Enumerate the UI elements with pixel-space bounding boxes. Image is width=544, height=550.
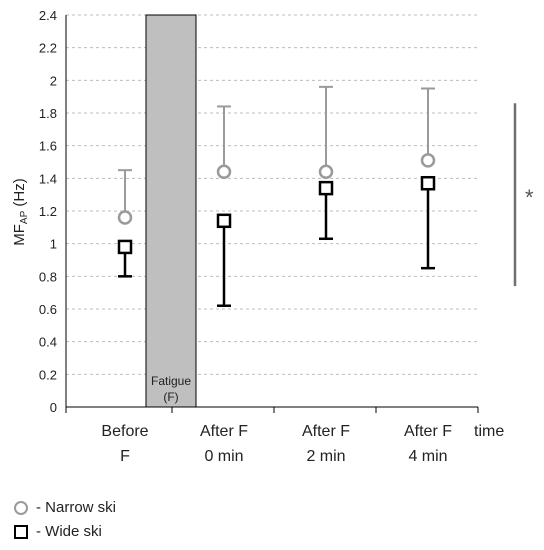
gridlines xyxy=(66,14,478,375)
legend-label-narrow: - Narrow ski xyxy=(36,499,117,516)
y-tick-label: 1 xyxy=(50,237,57,252)
fatigue-bar xyxy=(145,14,197,408)
legend-item-narrow: - Narrow ski xyxy=(14,499,116,516)
x-category-label: Before xyxy=(101,423,148,440)
x-axis-label: time xyxy=(474,423,504,440)
y-tick-label: 1.6 xyxy=(39,139,57,154)
y-tick-label: 0.4 xyxy=(39,335,57,350)
x-category-label: After F xyxy=(200,423,248,440)
y-axis-label-sub: AP xyxy=(19,210,30,224)
y-tick-label: 0.2 xyxy=(39,367,57,382)
data-markers xyxy=(117,153,436,255)
y-axis-label: MFAP (Hz) xyxy=(11,178,30,246)
x-category-label: After F xyxy=(302,423,350,440)
x-category-label-sub: F xyxy=(120,448,130,465)
significance-group: * xyxy=(513,103,534,287)
y-tick-label: 1.4 xyxy=(39,171,57,186)
legend-item-wide: - Wide ski xyxy=(14,523,102,540)
y-axis-label-unit: (Hz) xyxy=(11,178,28,211)
significance-marker: * xyxy=(525,185,534,210)
narrow-ski-point xyxy=(216,164,232,180)
y-tick-label: 0.8 xyxy=(39,269,57,284)
x-category-label-sub: 0 min xyxy=(204,448,243,465)
wide-ski-point xyxy=(420,175,436,191)
y-tick-label: 2 xyxy=(50,73,57,88)
wide-ski-point xyxy=(318,180,334,196)
circle-marker-icon xyxy=(14,500,28,515)
y-tick-label: 0.6 xyxy=(39,302,57,317)
y-tick-label: 2.4 xyxy=(39,8,57,23)
y-axis-label-main: MF xyxy=(11,224,28,246)
narrow-ski-point xyxy=(117,210,133,225)
fatigue-bar-label: Fatigue xyxy=(151,374,191,388)
y-tick-label: 0 xyxy=(50,400,57,415)
error-bars xyxy=(118,85,435,307)
wide-ski-point xyxy=(117,239,133,255)
x-category-label: After F xyxy=(404,423,452,440)
narrow-ski-point xyxy=(420,153,436,168)
fatigue-bar-group: Fatigue (F) xyxy=(145,14,197,408)
x-category-label-sub: 4 min xyxy=(408,448,447,465)
fatigue-bar-label-sub: (F) xyxy=(163,390,178,404)
axes xyxy=(65,15,479,413)
x-category-labels: Before F After F 0 min After F 2 min After F 4 … xyxy=(101,423,452,465)
x-category-label-sub: 2 min xyxy=(306,448,345,465)
y-tick-label: 2.2 xyxy=(39,41,57,56)
y-tick-label: 1.8 xyxy=(39,106,57,121)
wide-ski-point xyxy=(216,213,232,229)
narrow-ski-point xyxy=(318,164,334,180)
legend-label-wide: - Wide ski xyxy=(36,523,102,540)
y-tick-labels: 0 0.2 0.4 0.6 0.8 1 1.2 1.4 1.6 1.8 2 2.2 2.4 xyxy=(39,8,57,415)
y-tick-label: 1.2 xyxy=(39,204,57,219)
square-marker-icon xyxy=(14,524,28,539)
